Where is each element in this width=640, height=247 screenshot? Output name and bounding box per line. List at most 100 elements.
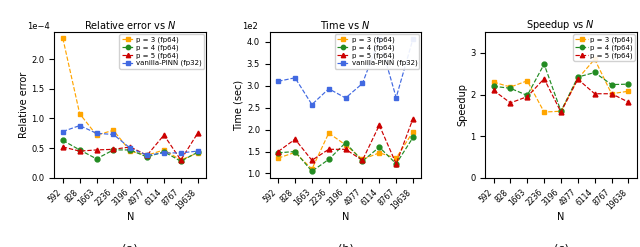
X-axis label: N: N [127, 212, 134, 222]
Text: (a): (a) [122, 244, 138, 247]
p = 3 (fp64) [574, 77, 582, 80]
p = 3 (fp64) [325, 132, 333, 135]
vanilla-PINN (fp32) [409, 37, 417, 40]
p = 3 (fp64) [160, 148, 168, 151]
Text: (c): (c) [554, 244, 568, 247]
Line: p = 3 (fp64): p = 3 (fp64) [276, 129, 415, 171]
vanilla-PINN (fp32) [342, 97, 349, 100]
p = 3 (fp64) [275, 157, 282, 160]
vanilla-PINN (fp32) [93, 132, 100, 135]
p = 5 (fp64) [490, 89, 497, 92]
p = 5 (fp64) [275, 150, 282, 153]
p = 5 (fp64) [557, 111, 565, 114]
vanilla-PINN (fp32) [177, 151, 184, 154]
p = 3 (fp64) [507, 86, 515, 89]
p = 4 (fp64) [608, 83, 616, 86]
vanilla-PINN (fp32) [376, 37, 383, 40]
vanilla-PINN (fp32) [325, 87, 333, 90]
p = 4 (fp64) [194, 151, 202, 154]
p = 5 (fp64) [59, 145, 67, 148]
vanilla-PINN (fp32) [126, 147, 134, 150]
p = 4 (fp64) [524, 94, 531, 97]
p = 3 (fp64) [308, 167, 316, 170]
Text: 1e2: 1e2 [243, 22, 258, 31]
vanilla-PINN (fp32) [76, 124, 83, 127]
Line: p = 4 (fp64): p = 4 (fp64) [60, 138, 200, 164]
p = 4 (fp64) [591, 71, 598, 74]
p = 4 (fp64) [507, 87, 515, 90]
p = 5 (fp64) [574, 78, 582, 81]
p = 4 (fp64) [625, 83, 632, 86]
Line: p = 3 (fp64): p = 3 (fp64) [491, 57, 631, 114]
p = 5 (fp64) [358, 159, 366, 162]
Y-axis label: Speedup: Speedup [457, 83, 467, 126]
p = 4 (fp64) [143, 156, 151, 159]
Y-axis label: Relative error: Relative error [19, 72, 29, 138]
vanilla-PINN (fp32) [275, 80, 282, 83]
p = 5 (fp64) [126, 145, 134, 148]
p = 5 (fp64) [342, 148, 349, 151]
X-axis label: N: N [342, 212, 349, 222]
Line: p = 4 (fp64): p = 4 (fp64) [491, 62, 631, 114]
p = 4 (fp64) [574, 76, 582, 79]
Title: Relative error vs $N$: Relative error vs $N$ [84, 19, 177, 31]
p = 5 (fp64) [93, 148, 100, 151]
p = 5 (fp64) [308, 159, 316, 162]
p = 3 (fp64) [540, 111, 548, 114]
p = 3 (fp64) [490, 81, 497, 83]
p = 3 (fp64) [409, 130, 417, 133]
p = 4 (fp64) [291, 150, 299, 153]
p = 5 (fp64) [409, 117, 417, 120]
p = 4 (fp64) [325, 158, 333, 161]
p = 3 (fp64) [392, 157, 400, 160]
p = 4 (fp64) [177, 160, 184, 163]
Text: 1e−4: 1e−4 [27, 22, 50, 31]
p = 3 (fp64) [591, 58, 598, 61]
Line: p = 5 (fp64): p = 5 (fp64) [276, 116, 415, 166]
p = 5 (fp64) [76, 150, 83, 153]
p = 3 (fp64) [126, 150, 134, 153]
Legend: p = 3 (fp64), p = 4 (fp64), p = 5 (fp64), vanilla-PINN (fp32): p = 3 (fp64), p = 4 (fp64), p = 5 (fp64)… [335, 34, 419, 68]
p = 3 (fp64) [143, 154, 151, 157]
p = 4 (fp64) [376, 146, 383, 149]
vanilla-PINN (fp32) [59, 130, 67, 133]
p = 3 (fp64) [76, 112, 83, 115]
Line: p = 4 (fp64): p = 4 (fp64) [276, 135, 415, 174]
p = 5 (fp64) [194, 132, 202, 135]
p = 4 (fp64) [540, 63, 548, 66]
p = 3 (fp64) [524, 79, 531, 82]
p = 4 (fp64) [557, 110, 565, 113]
vanilla-PINN (fp32) [109, 133, 117, 136]
p = 3 (fp64) [177, 159, 184, 162]
p = 4 (fp64) [160, 150, 168, 153]
p = 5 (fp64) [625, 101, 632, 103]
p = 4 (fp64) [126, 148, 134, 151]
p = 4 (fp64) [275, 151, 282, 154]
p = 3 (fp64) [557, 110, 565, 113]
vanilla-PINN (fp32) [392, 96, 400, 99]
vanilla-PINN (fp32) [194, 150, 202, 153]
p = 5 (fp64) [143, 154, 151, 157]
Line: vanilla-PINN (fp32): vanilla-PINN (fp32) [60, 123, 200, 158]
p = 5 (fp64) [291, 138, 299, 141]
p = 3 (fp64) [291, 151, 299, 154]
p = 4 (fp64) [59, 139, 67, 142]
p = 5 (fp64) [591, 92, 598, 95]
p = 5 (fp64) [608, 92, 616, 95]
p = 4 (fp64) [409, 136, 417, 139]
Line: p = 5 (fp64): p = 5 (fp64) [491, 76, 631, 114]
p = 3 (fp64) [93, 134, 100, 137]
p = 4 (fp64) [392, 162, 400, 165]
p = 5 (fp64) [540, 77, 548, 80]
p = 4 (fp64) [358, 160, 366, 163]
Text: (b): (b) [338, 244, 353, 247]
p = 3 (fp64) [59, 37, 67, 40]
p = 3 (fp64) [342, 144, 349, 146]
p = 3 (fp64) [358, 158, 366, 161]
p = 5 (fp64) [524, 95, 531, 98]
Line: p = 3 (fp64): p = 3 (fp64) [60, 36, 200, 163]
Legend: p = 3 (fp64), p = 4 (fp64), p = 5 (fp64): p = 3 (fp64), p = 4 (fp64), p = 5 (fp64) [573, 34, 635, 61]
p = 5 (fp64) [109, 148, 117, 151]
Line: p = 5 (fp64): p = 5 (fp64) [60, 131, 200, 163]
vanilla-PINN (fp32) [143, 154, 151, 157]
